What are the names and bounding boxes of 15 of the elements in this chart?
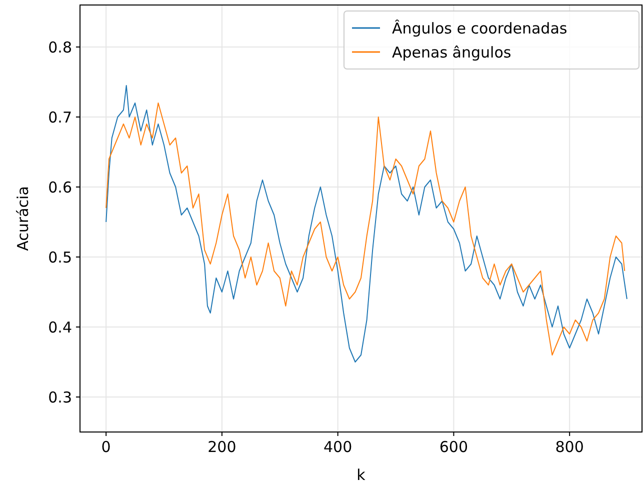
y-axis-title: Acurácia: [14, 186, 32, 251]
x-tick-label: 200: [208, 438, 236, 456]
y-tick-label: 0.7: [48, 108, 72, 126]
y-tick-label: 0.4: [48, 318, 72, 336]
y-tick-label: 0.8: [48, 38, 72, 56]
x-tick-label: 800: [555, 438, 584, 456]
y-tick-label: 0.6: [48, 178, 72, 196]
x-tick-label: 0: [101, 438, 111, 456]
legend-label: Apenas ângulos: [392, 43, 512, 62]
y-tick-label: 0.3: [48, 388, 72, 406]
legend-label: Ângulos e coordenadas: [392, 19, 568, 38]
x-tick-label: 600: [439, 438, 468, 456]
x-axis-title: k: [356, 466, 366, 484]
y-tick-label: 0.5: [48, 248, 72, 266]
x-tick-label: 400: [324, 438, 352, 456]
